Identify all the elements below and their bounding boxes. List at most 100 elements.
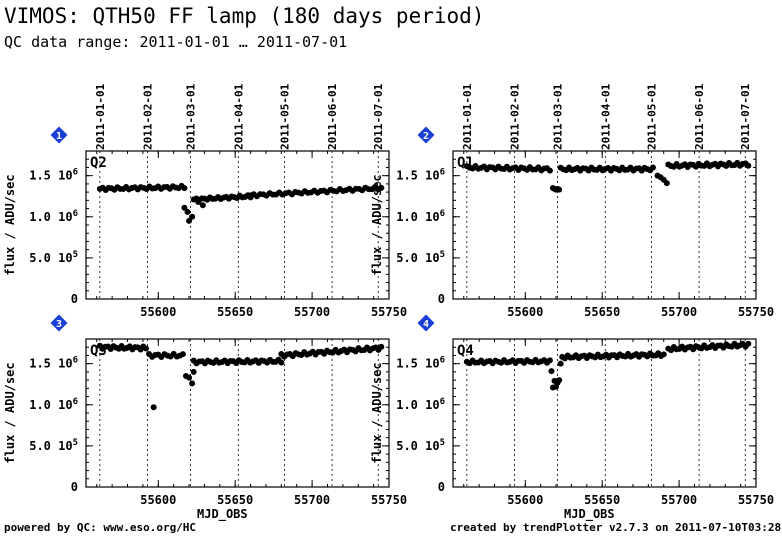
date-label-1-5: 2011-06-01 [326,83,339,150]
panel-badge-2 [417,126,435,144]
y-tick-label: 5.0 105 [396,250,445,265]
y-axis-label: flux / ADU/sec [370,362,384,463]
panel-badge-number: 4 [423,319,429,330]
y-tick-label: 1.0 106 [396,397,445,412]
data-point [190,368,197,375]
x-tick-label: 55700 [661,493,697,507]
y-tick-label: 1.0 106 [396,209,445,224]
data-point [557,360,564,367]
plot-frame [452,150,757,300]
data-point [186,217,193,224]
y-tick-label: 5.0 105 [396,438,445,453]
plot-frame [85,150,390,300]
y-axis-label: flux / ADU/sec [3,362,17,463]
date-label-1-6: 2011-07-01 [372,83,385,150]
y-axis-label: flux / ADU/sec [3,174,17,275]
y-tick-label: 0 [438,292,445,306]
data-series-q4 [463,340,752,391]
data-series-q2 [96,182,385,224]
x-tick-label: 55650 [584,305,620,319]
date-label-1-3: 2011-04-01 [232,83,245,150]
data-point [745,162,752,169]
x-tick-label: 55700 [661,305,697,319]
panel-name: Q2 [90,155,107,171]
data-series-q1 [463,159,752,193]
data-point [546,357,553,364]
y-tick-label: 0 [438,480,445,494]
date-label-2-2: 2011-03-01 [552,83,565,150]
date-label-2-0: 2011-01-01 [461,83,474,150]
data-point [649,164,656,171]
date-label-2-6: 2011-07-01 [739,83,752,150]
panel-q2: 1 55600 55650 55700 55750 0 5.0 105 1.0 106 1.5 … [3,126,407,319]
date-label-1-0: 2011-01-01 [94,83,107,150]
x-axis-label: MJD_OBS [197,507,248,522]
data-point [278,359,285,366]
x-tick-label: 55600 [507,305,543,319]
date-axis-labels: 2011-01-01 2011-02-01 2011-03-01 2011-04-01… [94,83,752,150]
plot-panels: 1 55600 55650 55700 55750 0 5.0 105 1.0 106 1.5 … [3,126,774,522]
x-tick-label: 55750 [738,305,774,319]
data-point [663,180,670,187]
data-point [556,186,563,193]
panel-badge-number: 1 [56,131,62,142]
date-label-1-2: 2011-03-01 [185,83,198,150]
data-point [660,351,667,358]
page-title: VIMOS: QTH50 FF lamp (180 days period) [4,4,485,28]
data-point [199,202,206,209]
page-subtitle: QC data range: 2011-01-01 … 2011-07-01 [4,33,348,51]
panel-q1: 2 55600 55650 55700 55750 0 5.0 105 1.0 106 1.5 … [370,126,774,319]
data-point [556,377,563,384]
panel-badge-4 [417,314,435,332]
y-tick-label: 5.0 105 [29,438,78,453]
x-tick-label: 55650 [217,493,253,507]
panel-name: Q4 [457,343,474,359]
footer-created-by: created by trendPlotter v2.7.3 on 2011-0… [450,521,782,534]
y-tick-label: 1.5 106 [29,168,78,183]
data-point [189,380,196,387]
y-tick-label: 0 [71,292,78,306]
date-label-2-3: 2011-04-01 [599,83,612,150]
date-label-1-4: 2011-05-01 [278,83,291,150]
data-point [142,345,149,352]
x-tick-label: 55700 [294,305,330,319]
y-tick-label: 1.5 106 [29,356,78,371]
data-point [548,368,555,375]
date-label-2-4: 2011-05-01 [645,83,658,150]
panel-q3: 3 55600 55650 55700 55750 0 5.0 105 1.0 106 1.5 … [3,314,407,522]
data-point [189,213,196,220]
date-label-2-5: 2011-06-01 [693,83,706,150]
panel-badge-number: 2 [423,131,429,142]
data-point [179,351,186,358]
panel-badge-number: 3 [56,319,62,330]
x-tick-label: 55600 [140,305,176,319]
x-tick-label: 55750 [738,493,774,507]
x-tick-label: 55750 [371,305,407,319]
data-series-q3 [96,342,385,411]
data-point [186,374,193,381]
data-point [546,167,553,174]
y-tick-label: 0 [71,480,78,494]
data-point [181,185,188,192]
data-point [378,184,385,191]
y-tick-label: 1.5 106 [396,356,445,371]
date-label-1-1: 2011-02-01 [142,83,155,150]
y-tick-label: 1.0 106 [29,209,78,224]
x-tick-label: 55750 [371,493,407,507]
x-tick-label: 55600 [140,493,176,507]
y-tick-label: 5.0 105 [29,250,78,265]
panel-q4: 4 55600 55650 55700 55750 0 5.0 105 1.0 106 1.5 … [370,314,774,522]
y-tick-label: 1.5 106 [396,168,445,183]
data-point [195,198,202,205]
data-point [745,340,752,347]
x-tick-label: 55700 [294,493,330,507]
footer-powered-by: powered by QC: www.eso.org/HC [4,521,197,534]
x-axis-label: MJD_OBS [564,507,615,522]
y-tick-label: 1.0 106 [29,397,78,412]
data-point [150,404,157,411]
x-tick-label: 55650 [217,305,253,319]
data-point [378,343,385,350]
x-tick-label: 55600 [507,493,543,507]
data-point [184,208,191,215]
